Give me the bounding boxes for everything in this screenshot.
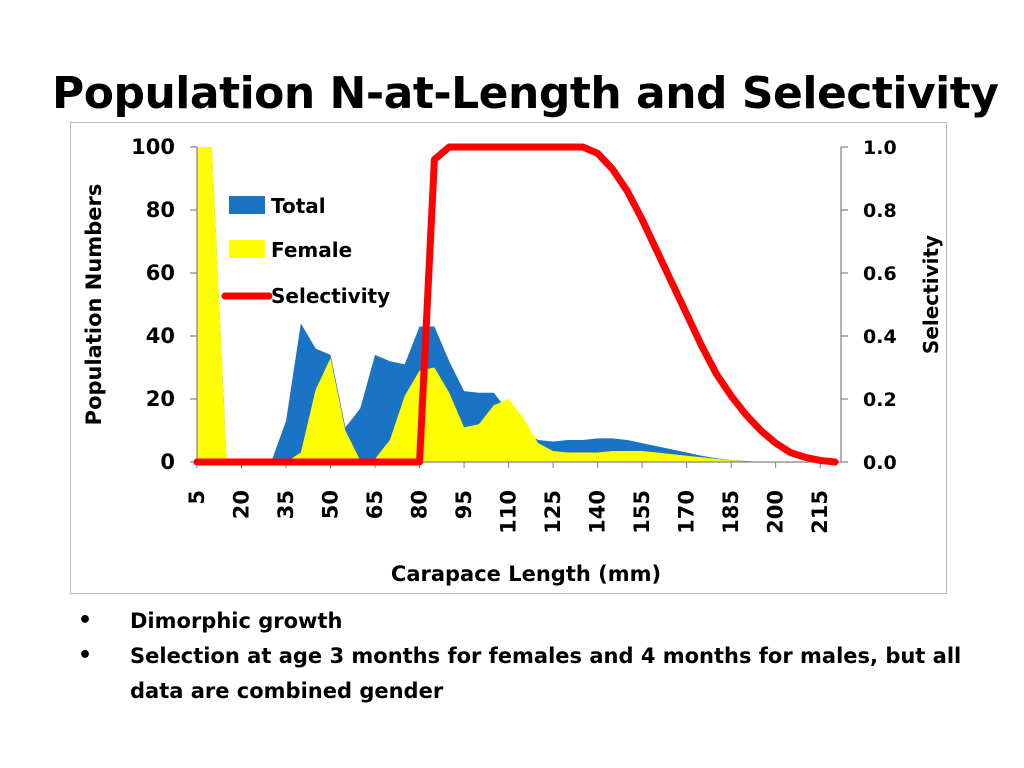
y-tick-label-right: 1.0 — [863, 137, 897, 159]
population-selectivity-chart: 0 20 40 60 80 100 0.0 0.2 0.4 0.6 0.8 1.0 5 20 35 50 65 8… — [82, 135, 943, 586]
x-axis-title: Carapace Length (mm) — [391, 562, 661, 586]
x-tick-label: 125 — [541, 490, 565, 534]
y-tick-label-right: 0.2 — [863, 389, 897, 411]
x-tick-label: 215 — [808, 490, 832, 534]
y-tick-label-left: 20 — [146, 387, 175, 411]
legend-label-total: Total — [271, 194, 326, 218]
bullet-dot-icon: • — [78, 643, 93, 668]
bullet-text: Selection at age 3 months for females an… — [130, 644, 962, 703]
bullet-list: • Dimorphic growth • Selection at age 3 … — [70, 604, 970, 709]
x-tick-label: 170 — [675, 490, 699, 534]
y-tick-label-right: 0.0 — [863, 452, 897, 474]
legend-swatch-female — [229, 240, 265, 258]
y-tick-label-left: 40 — [146, 324, 175, 348]
x-tick-label: 20 — [230, 490, 254, 519]
y-tick-label-right: 0.6 — [863, 263, 897, 285]
y-tick-label-left: 80 — [146, 198, 175, 222]
x-tick-label: 140 — [586, 490, 610, 534]
x-tick-label: 80 — [408, 490, 432, 519]
bullet-item: • Dimorphic growth — [70, 604, 970, 639]
x-tick-label: 65 — [363, 490, 387, 519]
x-tick-label: 50 — [319, 490, 343, 519]
y-tick-label-left: 0 — [160, 450, 175, 474]
x-tick-label: 185 — [719, 490, 743, 534]
x-tick-label: 200 — [764, 490, 788, 534]
legend-swatch-total — [229, 196, 265, 214]
slide-title: Population N-at-Length and Selectivity — [52, 68, 999, 119]
series-selectivity-line — [193, 143, 839, 466]
bullet-item: • Selection at age 3 months for females … — [70, 639, 970, 709]
x-tick-label: 95 — [452, 490, 476, 519]
bullet-text: Dimorphic growth — [130, 609, 343, 633]
x-tick-label: 110 — [497, 490, 521, 534]
legend-label-female: Female — [271, 238, 352, 262]
y-tick-label-left: 100 — [131, 135, 175, 159]
y-tick-label-right: 0.4 — [863, 326, 897, 348]
x-tick-label: 5 — [185, 490, 209, 505]
y-tick-label-right: 0.8 — [863, 200, 897, 222]
bullet-dot-icon: • — [78, 608, 93, 633]
y-axis-title-left: Population Numbers — [82, 184, 106, 426]
y-axis-title-right: Selectivity — [919, 235, 943, 354]
chart-frame: 0 20 40 60 80 100 0.0 0.2 0.4 0.6 0.8 1.0 5 20 35 50 65 8… — [70, 122, 947, 594]
x-tick-label: 35 — [274, 490, 298, 519]
legend-label-selectivity: Selectivity — [271, 284, 390, 308]
y-tick-label-left: 60 — [146, 261, 175, 285]
x-tick-label: 155 — [630, 490, 654, 534]
